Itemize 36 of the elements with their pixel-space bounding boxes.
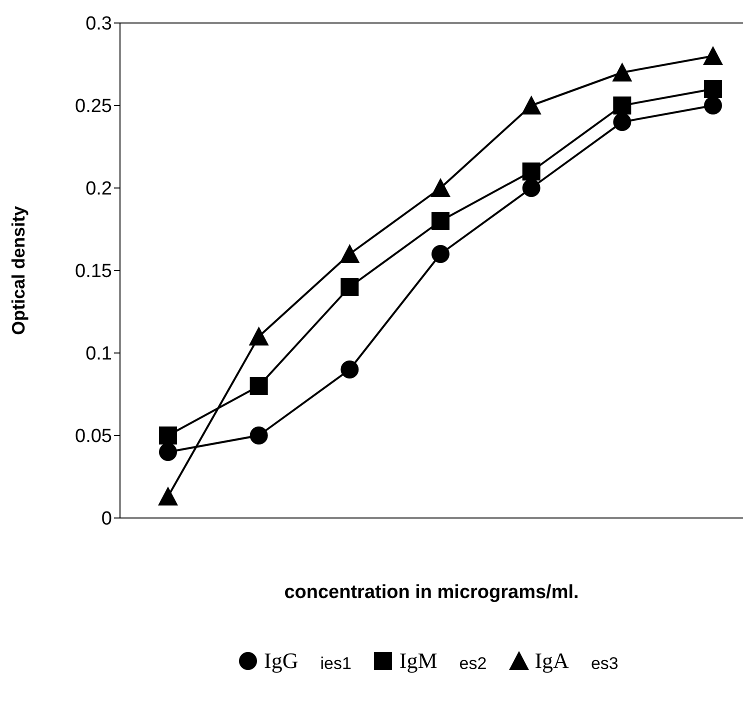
point <box>159 426 177 444</box>
point <box>340 244 360 263</box>
point <box>250 377 268 395</box>
legend-label: IgM <box>399 648 438 674</box>
x-axis-title: concentration in micrograms/ml. <box>284 582 579 603</box>
point <box>158 486 178 506</box>
legend-label: IgA <box>534 648 569 674</box>
y-tick-label: 0.3 <box>86 14 112 35</box>
text: es2 <box>459 654 487 674</box>
y-tick-label: 0 <box>101 508 112 530</box>
y-tick-label: 0.2 <box>86 178 112 200</box>
point <box>522 162 540 180</box>
point <box>248 326 269 346</box>
point <box>340 278 359 296</box>
y-tick-label: 0.1 <box>86 344 112 365</box>
y-tick-label: 0.15 <box>75 261 112 282</box>
point <box>703 46 723 65</box>
point <box>432 245 450 263</box>
text: ies1 <box>320 654 352 674</box>
point <box>613 96 632 114</box>
y-axis-title: Optical density <box>8 206 28 336</box>
point <box>612 62 632 82</box>
point <box>704 96 722 114</box>
point <box>432 212 450 230</box>
text: es3 <box>590 654 618 674</box>
point <box>522 179 540 197</box>
y-tick-label: 0.25 <box>75 96 112 118</box>
point <box>613 113 632 131</box>
legend-label: IgG <box>264 648 298 674</box>
y-tick-label: 0.05 <box>75 426 112 448</box>
point <box>340 360 359 378</box>
point <box>430 178 450 197</box>
point <box>704 80 722 98</box>
point <box>521 96 542 114</box>
point <box>250 426 268 444</box>
point <box>159 443 177 461</box>
